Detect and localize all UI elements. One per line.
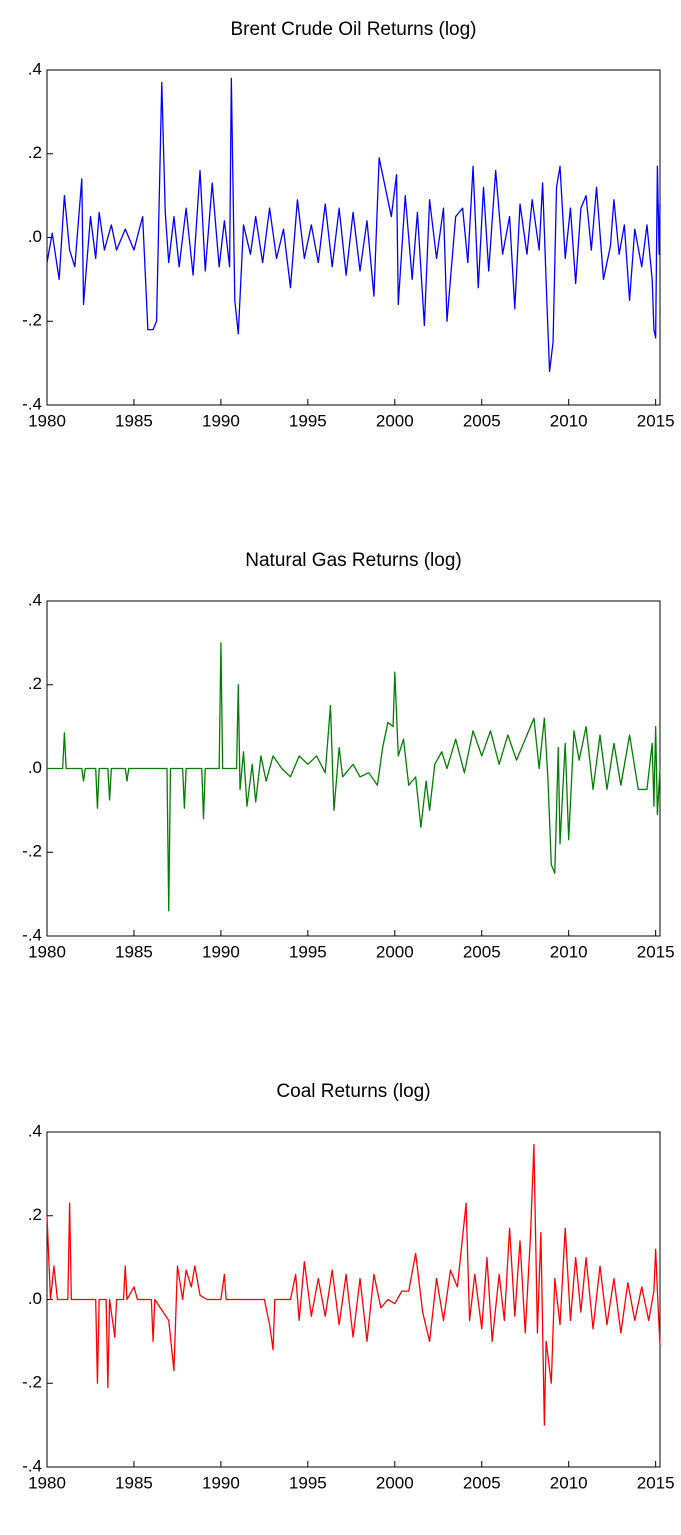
x-tick-label: 2000: [376, 411, 414, 430]
y-tick-label: -.4: [22, 394, 42, 413]
y-tick-label: .4: [28, 59, 42, 78]
x-tick-label: 1995: [289, 942, 327, 961]
chart-title: Natural Gas Returns (log): [245, 550, 461, 571]
x-tick-label: 2000: [376, 942, 414, 961]
y-tick-label: -.4: [22, 925, 42, 944]
x-tick-label: 2015: [637, 411, 675, 430]
y-tick-label: -.4: [22, 1456, 42, 1475]
y-tick-label: .4: [28, 590, 42, 609]
x-tick-label: 2015: [637, 942, 675, 961]
x-tick-label: 1980: [28, 942, 66, 961]
chart-title: Coal Returns (log): [276, 1081, 430, 1102]
y-tick-label: -.2: [22, 1373, 42, 1392]
chart-title: Brent Crude Oil Returns (log): [230, 19, 476, 40]
data-line: [47, 642, 661, 912]
x-tick-label: 1990: [202, 942, 240, 961]
x-tick-label: 2010: [550, 942, 588, 961]
y-tick-label: -.2: [22, 842, 42, 861]
x-tick-label: 2010: [550, 411, 588, 430]
x-tick-label: 1985: [115, 942, 153, 961]
x-tick-label: 2005: [463, 411, 501, 430]
x-tick-label: 1990: [202, 1473, 240, 1492]
x-tick-label: 1995: [289, 411, 327, 430]
x-tick-label: 2005: [463, 1473, 501, 1492]
y-tick-label: .0: [28, 1289, 42, 1308]
x-tick-label: 2015: [637, 1473, 675, 1492]
x-tick-label: 2005: [463, 942, 501, 961]
y-tick-label: .2: [28, 1205, 42, 1224]
y-tick-label: .0: [28, 227, 42, 246]
x-tick-label: 2010: [550, 1473, 588, 1492]
data-line: [46, 77, 661, 373]
x-tick-label: 1990: [202, 411, 240, 430]
y-tick-label: .2: [28, 674, 42, 693]
plot-frame: [46, 69, 661, 406]
x-tick-label: 1985: [115, 1473, 153, 1492]
y-tick-label: .4: [28, 1121, 42, 1140]
x-tick-label: 1995: [289, 1473, 327, 1492]
data-line: [46, 1143, 661, 1426]
x-tick-label: 1980: [28, 411, 66, 430]
y-tick-label: .0: [28, 758, 42, 777]
x-tick-label: 1985: [115, 411, 153, 430]
y-tick-label: -.2: [22, 311, 42, 330]
y-tick-label: .2: [28, 143, 42, 162]
x-tick-label: 1980: [28, 1473, 66, 1492]
x-tick-label: 2000: [376, 1473, 414, 1492]
